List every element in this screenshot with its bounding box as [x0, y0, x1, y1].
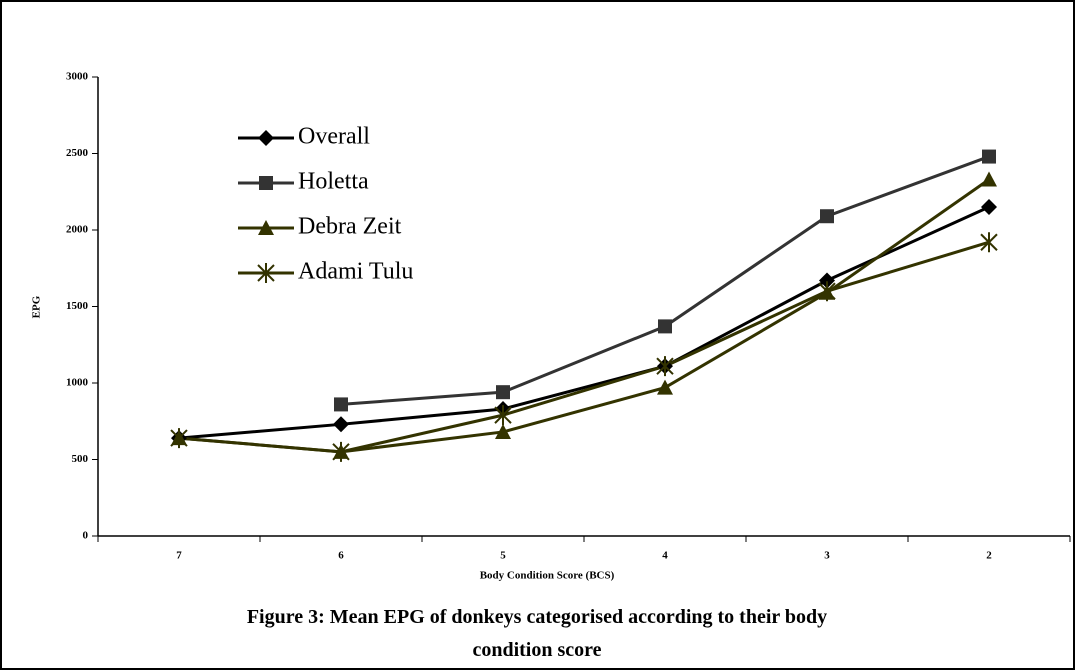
- legend-label: Debra Zeit: [298, 214, 402, 240]
- marker: [658, 319, 672, 334]
- marker: [258, 130, 274, 146]
- marker: [259, 176, 273, 190]
- legend-label: Overall: [298, 124, 370, 150]
- marker: [257, 263, 275, 283]
- marker: [980, 232, 998, 253]
- marker: [820, 209, 834, 224]
- marker: [334, 397, 348, 412]
- y-tick-label: 0: [83, 530, 89, 542]
- y-tick-label: 500: [72, 453, 89, 465]
- y-tick-label: 3000: [66, 71, 89, 83]
- x-tick-label: 7: [176, 550, 182, 562]
- x-axis-label: Body Condition Score (BCS): [480, 570, 615, 582]
- marker: [819, 272, 835, 289]
- marker: [981, 171, 997, 187]
- marker: [494, 405, 512, 426]
- y-tick-label: 2500: [66, 147, 89, 159]
- marker: [818, 281, 836, 302]
- marker: [496, 385, 510, 400]
- y-tick-label: 1500: [66, 300, 89, 312]
- x-tick-label: 2: [986, 550, 992, 562]
- y-tick-label: 2000: [66, 224, 89, 236]
- marker: [495, 423, 511, 439]
- marker: [258, 220, 274, 235]
- marker: [981, 199, 997, 216]
- marker: [170, 428, 188, 449]
- marker: [333, 416, 349, 433]
- series-line: [178, 240, 990, 454]
- x-tick-label: 6: [338, 550, 344, 562]
- marker: [656, 356, 674, 377]
- x-tick-label: 3: [824, 550, 830, 562]
- y-axis-label: EPG: [31, 295, 43, 318]
- x-tick-label: 5: [500, 550, 506, 562]
- legend-label: Holetta: [298, 169, 369, 195]
- marker: [982, 149, 996, 164]
- y-tick-label: 1000: [66, 377, 89, 389]
- legend-label: Adami Tulu: [298, 259, 413, 285]
- marker: [332, 441, 350, 462]
- series-line: [178, 205, 990, 440]
- marker: [657, 379, 673, 395]
- chart-title: Figure 3: Mean EPG of donkeys categorise…: [247, 606, 827, 661]
- x-tick-label: 4: [662, 550, 668, 562]
